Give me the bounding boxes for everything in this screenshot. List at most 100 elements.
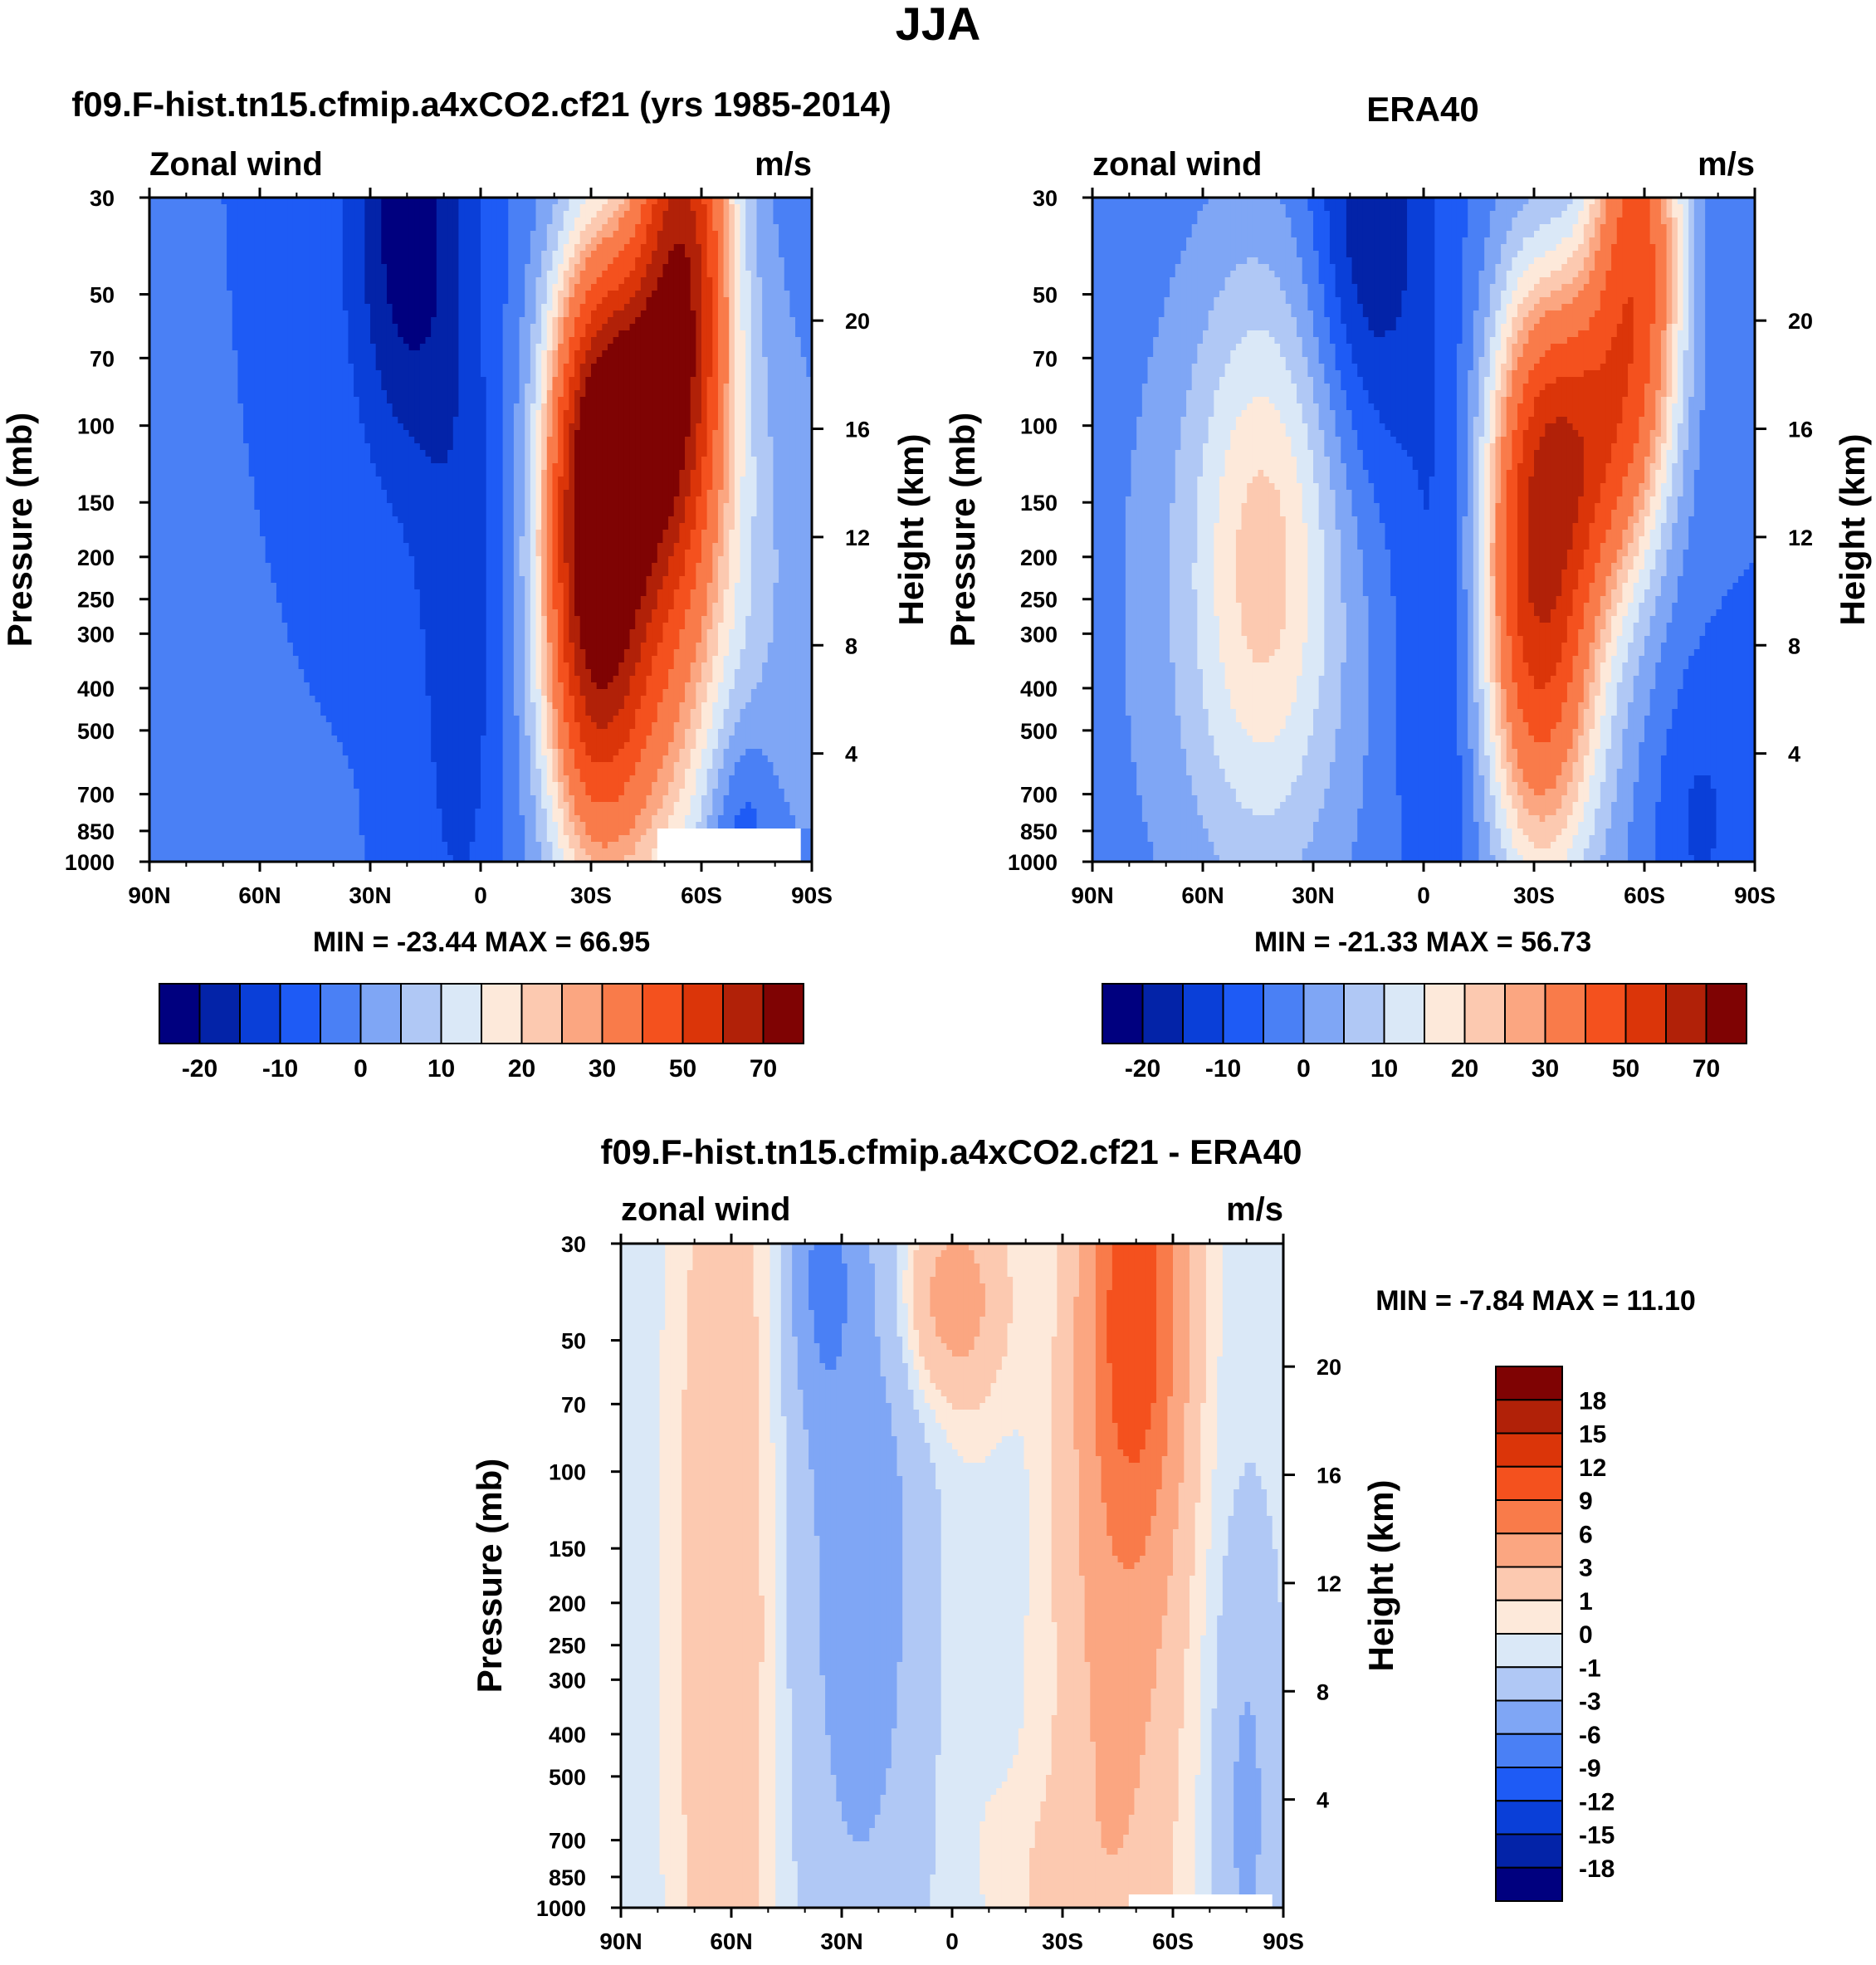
field-cell	[486, 218, 492, 225]
field-cell	[652, 204, 657, 212]
field-cell	[354, 257, 359, 265]
field-cell	[773, 244, 779, 252]
field-cell	[740, 244, 746, 252]
field-cell	[193, 204, 199, 212]
field-cell	[442, 244, 447, 252]
field-cell	[310, 257, 315, 265]
field-cell	[331, 244, 337, 252]
field-cell	[735, 204, 740, 212]
field-cell	[657, 264, 663, 271]
field-cell	[458, 251, 464, 258]
field-cell	[403, 244, 409, 252]
field-cell	[740, 257, 746, 265]
field-cell	[254, 211, 260, 218]
field-cell	[580, 264, 586, 271]
field-cell	[266, 204, 271, 212]
field-cell	[403, 218, 409, 225]
field-cell	[310, 244, 315, 252]
field-cell	[177, 218, 183, 225]
field-cell	[585, 257, 591, 265]
field-cell	[618, 257, 624, 265]
field-cell	[618, 218, 624, 225]
field-cell	[662, 218, 668, 225]
field-cell	[426, 224, 432, 232]
field-cell	[696, 244, 701, 252]
field-cell	[762, 218, 768, 225]
field-cell	[166, 211, 172, 218]
field-cell	[166, 237, 172, 245]
field-cell	[266, 218, 271, 225]
field-cell	[475, 224, 481, 232]
field-cell	[414, 264, 420, 271]
field-cell	[536, 211, 542, 218]
field-cell	[696, 237, 701, 245]
field-cell	[183, 244, 188, 252]
field-cell	[160, 257, 166, 265]
field-cell	[331, 204, 337, 212]
field-cell	[773, 204, 779, 212]
field-cell	[442, 218, 447, 225]
field-cell	[674, 244, 680, 252]
field-cell	[564, 231, 569, 238]
field-cell	[712, 251, 718, 258]
field-cell	[762, 224, 768, 232]
field-cell	[784, 204, 790, 212]
field-cell	[574, 218, 580, 225]
field-cell	[491, 218, 497, 225]
field-cell	[591, 231, 597, 238]
field-cell	[403, 211, 409, 218]
field-cell	[420, 264, 426, 271]
field-cell	[696, 257, 701, 265]
field-cell	[199, 224, 205, 232]
field-cell	[745, 251, 751, 258]
field-cell	[751, 237, 757, 245]
field-cell	[409, 244, 415, 252]
field-cell	[668, 251, 674, 258]
field-cell	[266, 264, 271, 271]
field-cell	[210, 204, 216, 212]
field-cell	[232, 237, 238, 245]
field-cell	[530, 218, 536, 225]
field-cell	[679, 204, 685, 212]
field-cell	[608, 231, 613, 238]
field-cell	[183, 224, 188, 232]
field-cell	[724, 224, 730, 232]
field-cell	[387, 224, 393, 232]
field-cell	[724, 257, 730, 265]
field-cell	[696, 264, 701, 271]
field-cell	[237, 204, 243, 212]
field-cell	[662, 224, 668, 232]
field-cell	[348, 237, 354, 245]
field-cell	[508, 231, 514, 238]
field-cell	[293, 251, 299, 258]
field-cell	[685, 224, 691, 232]
field-cell	[668, 257, 674, 265]
field-cell	[354, 218, 359, 225]
field-cell	[343, 244, 349, 252]
field-cell	[707, 231, 713, 238]
field-cell	[331, 264, 337, 271]
field-cell	[503, 218, 509, 225]
field-cell	[276, 264, 282, 271]
field-cell	[398, 224, 403, 232]
field-cell	[172, 218, 178, 225]
field-cell	[552, 204, 558, 212]
field-cell	[503, 257, 509, 265]
field-cell	[205, 244, 211, 252]
field-cell	[691, 257, 696, 265]
field-cell	[668, 211, 674, 218]
field-cell	[789, 224, 795, 232]
field-cell	[458, 237, 464, 245]
field-cell	[597, 251, 603, 258]
field-cell	[183, 231, 188, 238]
field-cell	[271, 211, 276, 218]
field-cell	[608, 251, 613, 258]
field-cell	[453, 211, 459, 218]
field-cell	[370, 244, 376, 252]
field-cell	[447, 218, 453, 225]
field-cell	[657, 257, 663, 265]
field-cell	[580, 244, 586, 252]
field-cell	[662, 237, 668, 245]
field-cell	[652, 237, 657, 245]
field-cell	[221, 231, 227, 238]
